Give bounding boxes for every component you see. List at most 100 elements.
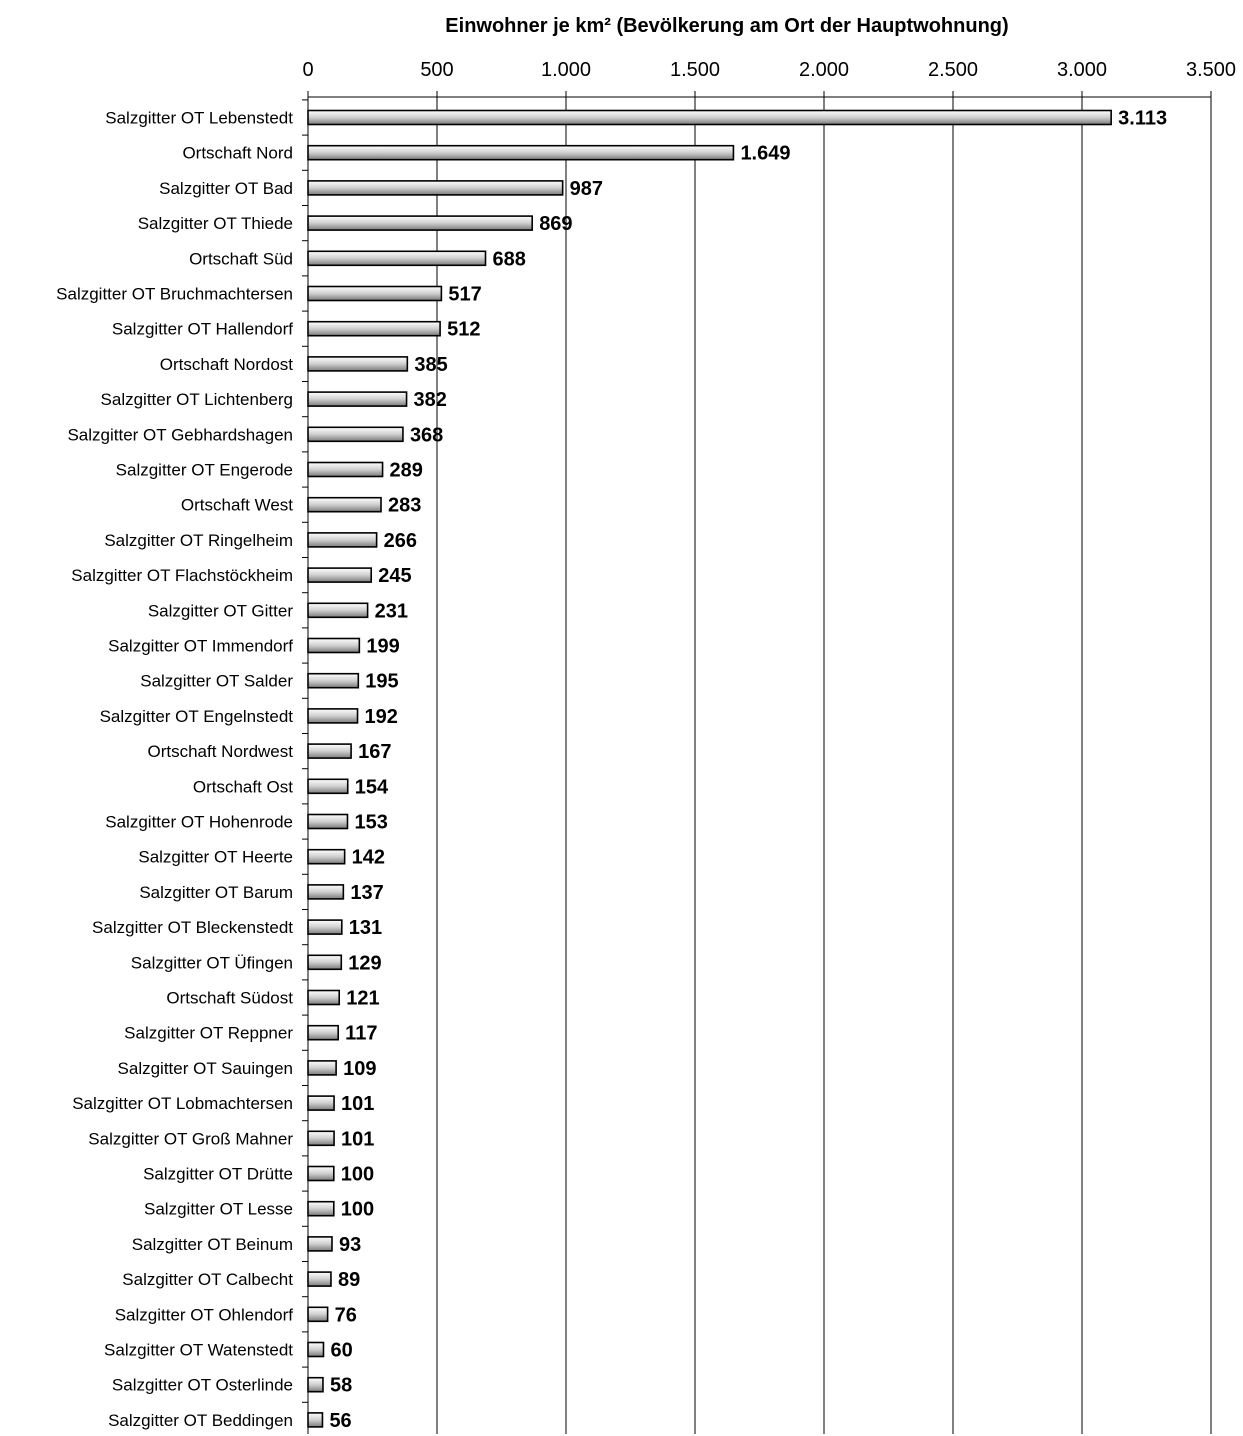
category-label: Salzgitter OT Salder — [140, 672, 293, 691]
bar — [307, 567, 373, 583]
bar — [307, 743, 352, 759]
category-label: Salzgitter OT Hallendorf — [112, 320, 293, 339]
value-label: 195 — [365, 671, 398, 693]
bar — [307, 1024, 339, 1041]
value-label: 60 — [330, 1340, 352, 1362]
value-label: 76 — [335, 1304, 357, 1326]
category-label: Salzgitter OT Thiede — [138, 214, 293, 233]
category-label: Ortschaft Nordwest — [148, 742, 294, 761]
bar — [307, 356, 409, 372]
category-label: Salzgitter OT Calbecht — [122, 1270, 293, 1289]
bar — [307, 884, 345, 900]
bar — [307, 637, 361, 654]
value-label: 3.113 — [1118, 108, 1167, 130]
category-label: Salzgitter OT Watenstedt — [104, 1341, 293, 1360]
bar — [307, 250, 487, 267]
value-label: 382 — [414, 389, 447, 411]
value-label: 869 — [539, 213, 572, 235]
value-label: 385 — [414, 354, 447, 376]
category-label: Salzgitter OT Gitter — [148, 601, 294, 620]
category-label: Salzgitter OT Heerte — [138, 848, 293, 867]
category-label: Ortschaft Nordost — [160, 355, 293, 374]
bar — [307, 1236, 333, 1252]
bar — [307, 496, 382, 513]
bar — [307, 1130, 335, 1147]
bar — [307, 989, 341, 1006]
category-label: Salzgitter OT Engelnstedt — [100, 707, 294, 726]
bar — [307, 180, 564, 196]
bar — [307, 1341, 325, 1358]
category-label: Salzgitter OT Gebhardshagen — [67, 425, 293, 444]
bar — [307, 1200, 335, 1217]
value-label: 245 — [378, 565, 411, 587]
bar — [307, 813, 349, 830]
x-tick-label: 1.500 — [670, 59, 720, 81]
value-label: 89 — [338, 1269, 360, 1291]
bar — [307, 109, 1112, 126]
category-label: Salzgitter OT Sauingen — [118, 1059, 293, 1078]
value-label: 199 — [366, 636, 399, 658]
category-label: Salzgitter OT Flachstöckheim — [71, 566, 293, 585]
value-label: 153 — [354, 812, 387, 834]
value-label: 58 — [330, 1375, 352, 1397]
bar — [307, 1095, 335, 1111]
bar — [307, 954, 343, 971]
bar — [307, 285, 443, 302]
value-label: 512 — [447, 319, 480, 341]
value-label: 117 — [345, 1023, 377, 1045]
bar — [307, 144, 735, 161]
value-label: 167 — [358, 741, 391, 763]
category-label: Ortschaft Süd — [189, 249, 293, 268]
category-label: Salzgitter OT Bruchmachtersen — [56, 285, 293, 304]
value-label: 517 — [448, 284, 481, 306]
x-tick-label: 500 — [420, 59, 453, 81]
bar — [307, 215, 534, 231]
category-label: Salzgitter OT Drütte — [143, 1165, 293, 1184]
bar — [307, 778, 349, 795]
value-label: 987 — [570, 178, 603, 200]
value-label: 100 — [341, 1199, 374, 1221]
category-label: Salzgitter OT Reppner — [124, 1024, 293, 1043]
value-label: 1.649 — [740, 143, 790, 165]
value-label: 121 — [346, 988, 379, 1010]
bar — [307, 391, 408, 407]
bars — [307, 109, 1112, 1428]
category-label: Salzgitter OT Bad — [159, 179, 293, 198]
category-label: Salzgitter OT Lobmachtersen — [72, 1094, 293, 1113]
bar — [307, 1412, 324, 1428]
category-label: Salzgitter OT Ohlendorf — [115, 1305, 294, 1324]
value-label: 131 — [349, 917, 382, 939]
x-tick-label: 1.000 — [541, 59, 591, 81]
value-label: 137 — [350, 882, 383, 904]
bar — [307, 672, 360, 689]
bar — [307, 919, 343, 935]
category-label: Salzgitter OT Bleckenstedt — [92, 918, 293, 937]
bar — [307, 1306, 329, 1323]
bar — [307, 532, 378, 548]
category-label: Salzgitter OT Immendorf — [108, 637, 293, 656]
category-label: Salzgitter OT Ringelheim — [104, 531, 293, 550]
category-label: Salzgitter OT Osterlinde — [112, 1376, 293, 1395]
category-label: Salzgitter OT Hohenrode — [105, 813, 293, 832]
category-label: Salzgitter OT Lesse — [144, 1200, 293, 1219]
value-label: 266 — [384, 530, 417, 552]
category-label: Salzgitter OT Beinum — [132, 1235, 293, 1254]
category-label: Ortschaft Ost — [193, 777, 293, 796]
value-label: 368 — [410, 424, 443, 446]
value-label: 289 — [390, 460, 423, 482]
x-tick-label: 2.500 — [928, 59, 978, 81]
value-label: 154 — [355, 776, 389, 798]
x-tick-label: 3.500 — [1186, 59, 1236, 81]
bar — [307, 1271, 332, 1287]
grid-lines — [436, 97, 1212, 1434]
x-tick-label: 0 — [302, 59, 313, 81]
category-label: Salzgitter OT Engerode — [116, 461, 293, 480]
category-label: Ortschaft West — [181, 496, 293, 515]
category-label: Ortschaft Nord — [182, 144, 293, 163]
value-label: 283 — [388, 495, 421, 517]
category-label: Salzgitter OT Barum — [139, 883, 293, 902]
value-label: 93 — [339, 1234, 361, 1256]
chart-title: Einwohner je km² (Bevölkerung am Ort der… — [445, 15, 1008, 37]
x-tick-label: 3.000 — [1057, 59, 1107, 81]
